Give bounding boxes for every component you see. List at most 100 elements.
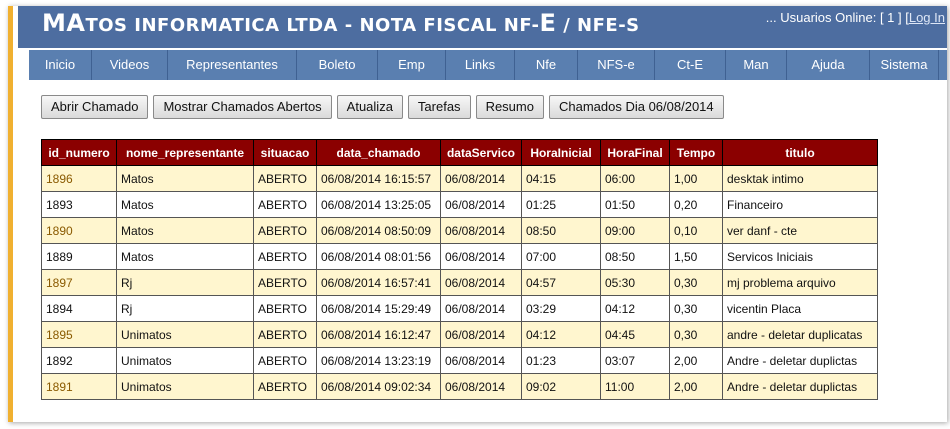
nav-item-man[interactable]: Man [726, 50, 787, 80]
page-header: MAtos informatica ltda - nota fiscal nf-… [18, 6, 947, 48]
cell-horafinal: 11:00 [600, 373, 670, 400]
nav-item-nfs-e[interactable]: NFS-e [578, 50, 655, 80]
cell-titulo: Servicos Iniciais [722, 243, 878, 270]
cell-id-numero: 1897 [41, 269, 117, 296]
cell-titulo: vicentin Placa [722, 295, 878, 322]
cell-nome-representante: Matos [116, 217, 254, 244]
column-header-titulo[interactable]: titulo [722, 139, 878, 166]
table-row[interactable]: 1893 Matos ABERTO 06/08/2014 13:25:05 06/08/… [41, 191, 878, 218]
resumo-button[interactable]: Resumo [475, 95, 544, 119]
cell-dataservico: 06/08/2014 [440, 347, 522, 374]
cell-horainicial: 03:29 [521, 295, 601, 322]
cell-tempo: 1,00 [669, 165, 723, 192]
cell-horafinal: 01:50 [600, 191, 670, 218]
table-row[interactable]: 1890 Matos ABERTO 06/08/2014 08:50:09 06/08/… [41, 217, 878, 244]
cell-situacao: ABERTO [253, 165, 317, 192]
cell-nome-representante: Unimatos [116, 373, 254, 400]
mostrar-chamados-abertos-button[interactable]: Mostrar Chamados Abertos [153, 95, 332, 119]
abrir-chamado-button[interactable]: Abrir Chamado [41, 95, 149, 119]
nav-item-links[interactable]: Links [446, 50, 515, 80]
cell-tempo: 0,30 [669, 321, 723, 348]
nav-item-emp[interactable]: Emp [378, 50, 446, 80]
login-link[interactable]: Log In [908, 10, 945, 25]
app-window: MAtos informatica ltda - nota fiscal nf-… [8, 6, 947, 422]
table-row[interactable]: 1895 Unimatos ABERTO 06/08/2014 16:12:47 06/… [41, 321, 878, 348]
page-title: MAtos informatica ltda - nota fiscal nf-… [42, 9, 640, 37]
cell-horainicial: 09:02 [521, 373, 601, 400]
cell-tempo: 2,00 [669, 347, 723, 374]
table-row[interactable]: 1894 Rj ABERTO 06/08/2014 15:29:49 06/08/201… [41, 295, 878, 322]
table-header-row: id_numero nome_representante situacao data_… [41, 139, 878, 166]
cell-dataservico: 06/08/2014 [440, 165, 522, 192]
table-row[interactable]: 1889 Matos ABERTO 06/08/2014 08:01:56 06/08/… [41, 243, 878, 270]
cell-horainicial: 01:25 [521, 191, 601, 218]
column-header-tempo[interactable]: Tempo [669, 139, 723, 166]
online-users-text: ... Usuarios Online: [ 1 ] [ [765, 10, 909, 25]
cell-situacao: ABERTO [253, 373, 317, 400]
atualiza-button[interactable]: Atualiza [336, 95, 403, 119]
cell-situacao: ABERTO [253, 191, 317, 218]
cell-tempo: 1,50 [669, 243, 723, 270]
cell-data-chamado: 06/08/2014 13:25:05 [316, 191, 441, 218]
tarefas-button[interactable]: Tarefas [407, 95, 471, 119]
cell-horafinal: 04:45 [600, 321, 670, 348]
cell-dataservico: 06/08/2014 [440, 269, 522, 296]
cell-dataservico: 06/08/2014 [440, 295, 522, 322]
cell-nome-representante: Matos [116, 191, 254, 218]
column-header-data-chamado[interactable]: data_chamado [316, 139, 441, 166]
cell-horafinal: 03:07 [600, 347, 670, 374]
action-toolbar: Abrir Chamado Mostrar Chamados Abertos Atu… [41, 95, 724, 119]
column-header-situacao[interactable]: situacao [253, 139, 317, 166]
table-row[interactable]: 1896 Matos ABERTO 06/08/2014 16:15:57 06/08/… [41, 165, 878, 192]
cell-data-chamado: 06/08/2014 16:15:57 [316, 165, 441, 192]
table-row[interactable]: 1897 Rj ABERTO 06/08/2014 16:57:41 06/08/201… [41, 269, 878, 296]
column-header-dataservico[interactable]: dataServico [440, 139, 522, 166]
cell-nome-representante: Matos [116, 243, 254, 270]
title-e: E [539, 9, 557, 37]
cell-situacao: ABERTO [253, 347, 317, 374]
main-nav: Inicio Videos Representantes Boleto Emp Links… [29, 50, 947, 80]
cell-data-chamado: 06/08/2014 16:57:41 [316, 269, 441, 296]
cell-dataservico: 06/08/2014 [440, 243, 522, 270]
table-row[interactable]: 1892 Unimatos ABERTO 06/08/2014 13:23:19 06/… [41, 347, 878, 374]
cell-data-chamado: 06/08/2014 08:01:56 [316, 243, 441, 270]
cell-horainicial: 08:50 [521, 217, 601, 244]
nav-item-nfe[interactable]: Nfe [515, 50, 578, 80]
cell-horafinal: 09:00 [600, 217, 670, 244]
column-header-horainicial[interactable]: HoraInicial [521, 139, 601, 166]
column-header-horafinal[interactable]: HoraFinal [600, 139, 670, 166]
cell-nome-representante: Unimatos [116, 321, 254, 348]
nav-item-ct-e[interactable]: Ct-E [655, 50, 726, 80]
cell-titulo: andre - deletar duplicatas [722, 321, 878, 348]
nav-item-videos[interactable]: Videos [92, 50, 168, 80]
cell-data-chamado: 06/08/2014 13:23:19 [316, 347, 441, 374]
cell-id-numero: 1891 [41, 373, 117, 400]
cell-tempo: 0,30 [669, 295, 723, 322]
cell-titulo: Financeiro [722, 191, 878, 218]
cell-id-numero: 1895 [41, 321, 117, 348]
cell-situacao: ABERTO [253, 217, 317, 244]
cell-id-numero: 1892 [41, 347, 117, 374]
nav-item-sistema[interactable]: Sistema [870, 50, 939, 80]
cell-nome-representante: Unimatos [116, 347, 254, 374]
title-tail: / nfe-s [556, 15, 640, 36]
column-header-nome-representante[interactable]: nome_representante [116, 139, 254, 166]
cell-data-chamado: 06/08/2014 08:50:09 [316, 217, 441, 244]
cell-horainicial: 04:15 [521, 165, 601, 192]
table-row[interactable]: 1891 Unimatos ABERTO 06/08/2014 09:02:34 06/… [41, 373, 878, 400]
nav-item-boleto[interactable]: Boleto [297, 50, 378, 80]
cell-id-numero: 1889 [41, 243, 117, 270]
column-header-id-numero[interactable]: id_numero [41, 139, 117, 166]
cell-nome-representante: Matos [116, 165, 254, 192]
title-initial: MA [42, 9, 86, 37]
cell-id-numero: 1894 [41, 295, 117, 322]
nav-item-representantes[interactable]: Representantes [168, 50, 297, 80]
cell-situacao: ABERTO [253, 321, 317, 348]
cell-dataservico: 06/08/2014 [440, 321, 522, 348]
nav-item-ajuda[interactable]: Ajuda [787, 50, 870, 80]
cell-situacao: ABERTO [253, 295, 317, 322]
chamados-dia-06-08-2014-button[interactable]: Chamados Dia 06/08/2014 [548, 95, 724, 119]
cell-tempo: 0,10 [669, 217, 723, 244]
nav-item-inicio[interactable]: Inicio [29, 50, 92, 80]
cell-tempo: 0,30 [669, 269, 723, 296]
